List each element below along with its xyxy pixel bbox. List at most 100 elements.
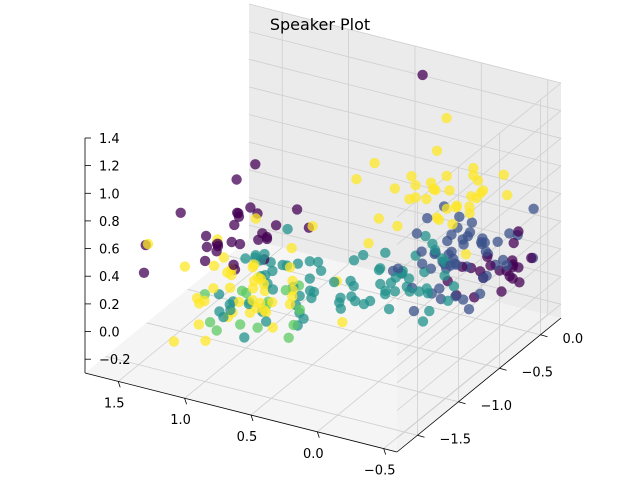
data-point [200, 230, 212, 242]
data-point [526, 252, 537, 264]
data-point [501, 260, 512, 271]
data-point [441, 170, 452, 182]
data-point [284, 299, 296, 310]
x-tick-mark [117, 381, 121, 388]
x-axis-line [84, 372, 398, 453]
data-point [431, 145, 443, 156]
data-point [460, 249, 472, 260]
data-point [288, 319, 299, 331]
data-point [363, 238, 374, 249]
z-tick-label: 0.6 [99, 243, 120, 258]
data-point [232, 207, 243, 218]
data-point [492, 236, 503, 247]
x-tick-label: 1.0 [170, 413, 191, 428]
data-point [218, 252, 229, 263]
data-point [228, 259, 239, 270]
data-point [507, 273, 518, 284]
data-point [224, 282, 236, 293]
y-tick-label: 0.0 [563, 332, 584, 347]
data-point [475, 187, 486, 199]
data-point [247, 295, 258, 306]
data-point [458, 294, 469, 305]
data-point [404, 286, 415, 297]
data-point [312, 256, 324, 268]
data-point [315, 265, 327, 276]
data-point [286, 242, 297, 254]
data-point [422, 213, 433, 224]
data-point [446, 229, 457, 240]
y-tick-mark [540, 334, 548, 338]
grid-line-z [396, 165, 562, 301]
data-point [441, 203, 453, 214]
z-tick-label: 1.2 [99, 160, 120, 175]
y-tick-mark [417, 434, 425, 438]
data-point [389, 286, 401, 297]
data-point [431, 212, 442, 223]
data-point [466, 217, 478, 228]
data-point [413, 286, 425, 297]
data-point [250, 159, 261, 170]
data-point [240, 253, 251, 264]
data-point [229, 219, 240, 231]
data-point [304, 256, 315, 267]
data-point [351, 174, 362, 185]
data-point [390, 272, 401, 283]
data-point [508, 237, 519, 249]
data-point [236, 285, 248, 296]
data-point [496, 286, 507, 297]
x-tick-label: 0.0 [303, 447, 324, 462]
data-point [308, 286, 320, 298]
data-point [448, 281, 460, 292]
data-point [234, 238, 246, 250]
data-point [208, 260, 220, 271]
x-tick-label: 1.5 [104, 396, 125, 411]
data-point [421, 193, 432, 205]
grid-line-x [250, 280, 416, 416]
data-point [464, 227, 476, 238]
data-point [348, 255, 360, 266]
data-point [408, 305, 420, 317]
z-tick-label: −0.2 [99, 353, 131, 368]
data-point [282, 223, 293, 235]
grid-line-y [105, 355, 418, 436]
data-point [380, 247, 391, 258]
data-point [235, 319, 246, 330]
data-point [451, 202, 462, 213]
grid-line-y [146, 322, 459, 403]
data-point [218, 311, 229, 323]
data-points [138, 69, 539, 347]
data-point [260, 307, 272, 318]
data-point [211, 325, 222, 336]
data-point [191, 292, 203, 304]
data-point [447, 219, 458, 230]
data-point [304, 273, 315, 284]
data-point [434, 283, 445, 294]
data-point [260, 316, 272, 327]
data-point [411, 228, 423, 239]
data-point [369, 157, 380, 169]
data-point [466, 191, 477, 202]
data-point [441, 112, 452, 124]
data-point [267, 322, 278, 333]
data-point [283, 332, 294, 343]
z-tick-label: 0.2 [99, 298, 120, 313]
data-point [259, 248, 270, 260]
data-point [458, 239, 469, 250]
data-point [410, 192, 421, 203]
data-point [253, 234, 264, 245]
data-point [335, 303, 346, 314]
data-point [225, 304, 236, 316]
data-point [294, 304, 305, 315]
data-point [406, 171, 417, 182]
data-point [233, 296, 245, 308]
data-point [528, 203, 539, 214]
data-point [410, 180, 421, 191]
z-tick-label: 1.0 [99, 187, 120, 202]
data-point [464, 208, 475, 219]
x-tick-mark [316, 431, 320, 438]
data-point [247, 283, 259, 294]
x-tick-mark [184, 398, 187, 405]
grid-line-z [248, 31, 562, 111]
data-point [437, 253, 448, 264]
